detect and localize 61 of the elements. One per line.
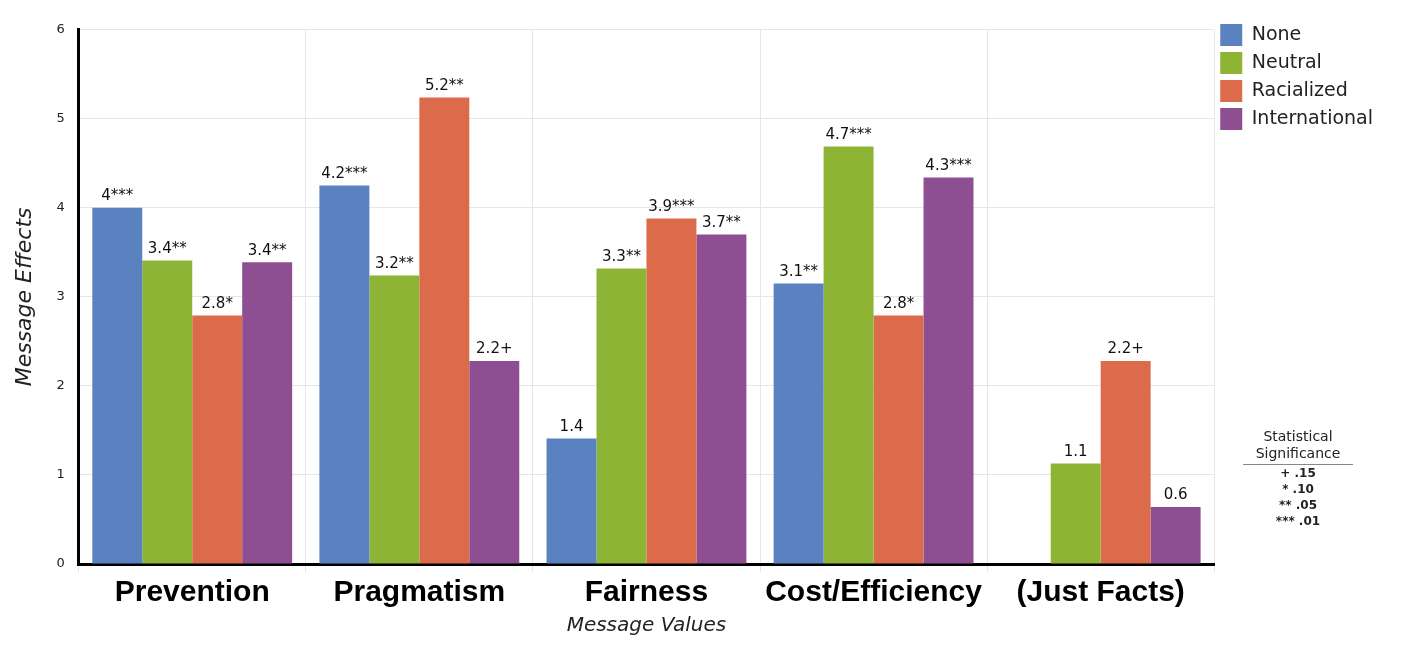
bar — [773, 283, 824, 564]
data-label: 1.4 — [559, 416, 584, 435]
data-label: 2.2+ — [1107, 339, 1144, 358]
x-axis-title: Message Values — [566, 612, 727, 637]
x-tick-label: Cost/Efficiency — [765, 574, 983, 608]
text: *** .01 — [1274, 513, 1322, 529]
legend-label: None — [1251, 21, 1302, 44]
y-tick-label: 2 — [56, 377, 65, 393]
data-label: 3.3** — [602, 246, 642, 265]
x-tick-label: Fairness — [584, 574, 709, 608]
data-label: 3.7** — [701, 212, 742, 231]
text: Statistical Significance — [1243, 428, 1353, 465]
data-label: 4.3*** — [925, 155, 973, 174]
legend-label: Racialized — [1251, 77, 1348, 100]
text: ** .05 — [1278, 497, 1318, 513]
bar — [696, 234, 747, 564]
bar — [242, 262, 293, 564]
data-label: 3.4** — [247, 240, 288, 259]
bar — [923, 177, 974, 564]
bar — [319, 185, 370, 564]
data-label: 2.8* — [201, 293, 234, 312]
data-label: 3.2** — [374, 253, 415, 272]
data-label: 0.6 — [1163, 485, 1188, 504]
data-label: 2.2+ — [476, 339, 513, 358]
legend-label: Neutral — [1251, 49, 1322, 72]
bar — [1150, 507, 1201, 564]
text: * .10 — [1281, 481, 1315, 497]
x-tick-label: Pragmatism — [333, 574, 506, 608]
data-label: 4*** — [101, 186, 134, 205]
data-label: 4.7*** — [825, 124, 873, 143]
y-tick-label: 0 — [56, 555, 65, 571]
data-label: 3.9*** — [648, 196, 696, 215]
y-tick-label: 6 — [56, 21, 65, 37]
y-tick-label: 3 — [56, 288, 65, 304]
y-tick-label: 5 — [56, 110, 65, 126]
data-label: 3.4** — [147, 238, 188, 257]
y-tick-label: 1 — [56, 466, 65, 482]
bar — [546, 438, 597, 564]
x-tick-label: Prevention — [114, 574, 270, 608]
bar — [369, 275, 420, 564]
y-tick-label: 4 — [56, 199, 65, 215]
bar — [873, 315, 924, 564]
data-label: 3.1** — [779, 261, 819, 280]
bar — [469, 361, 520, 564]
y-axis-title: Message Effects — [10, 207, 36, 387]
data-label: 5.2** — [424, 75, 465, 94]
bar — [596, 268, 647, 564]
bar — [419, 97, 470, 564]
x-tick-label: (Just Facts) — [1016, 574, 1185, 608]
text: + .15 — [1279, 465, 1317, 481]
bar — [142, 260, 193, 564]
bar — [1100, 361, 1151, 564]
bar — [92, 207, 143, 564]
data-label: 1.1 — [1063, 441, 1088, 460]
data-label: 4.2*** — [321, 164, 369, 182]
bar — [646, 218, 697, 564]
data-label: 2.8* — [882, 293, 915, 312]
bar — [1050, 463, 1101, 564]
bar — [192, 315, 243, 564]
legend-label: International — [1251, 105, 1373, 128]
bar — [823, 146, 874, 564]
